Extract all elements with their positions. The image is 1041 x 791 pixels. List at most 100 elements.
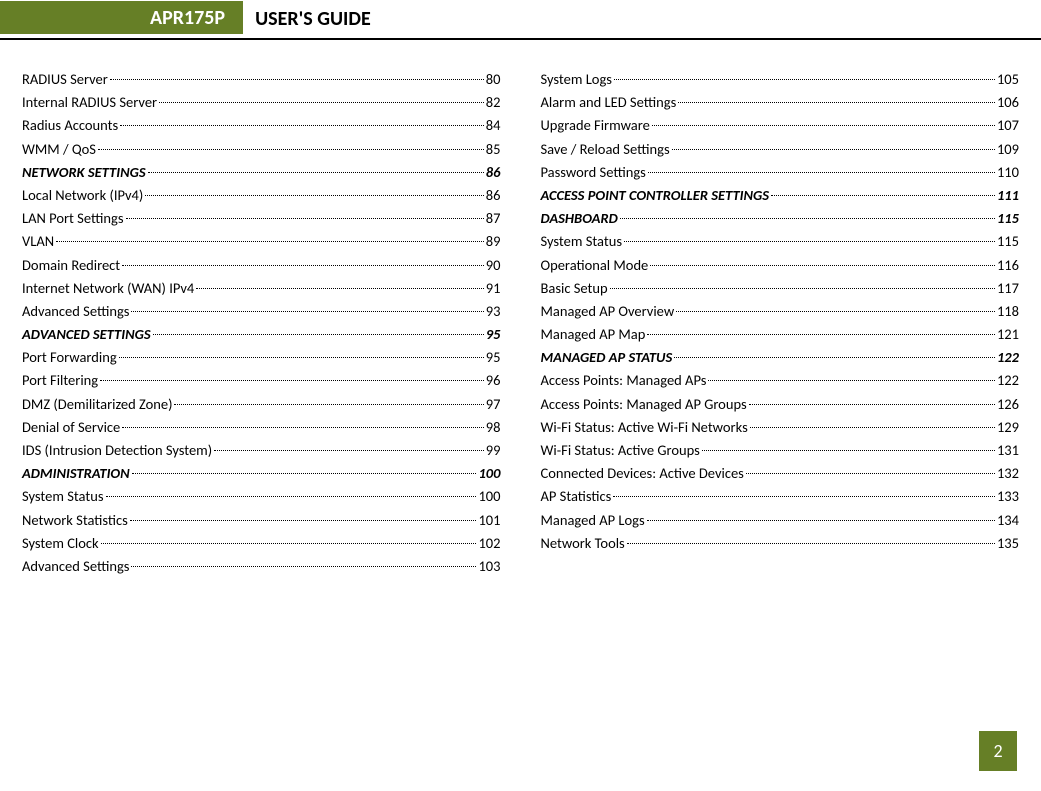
toc-entry[interactable]: System Clock102 bbox=[22, 532, 501, 555]
toc-dots bbox=[100, 380, 484, 381]
toc-page: 99 bbox=[486, 439, 501, 462]
toc-entry[interactable]: Denial of Service98 bbox=[22, 416, 501, 439]
toc-entry[interactable]: Network Tools135 bbox=[541, 532, 1020, 555]
toc-label: Managed AP Overview bbox=[541, 300, 675, 323]
toc-entry[interactable]: Access Points: Managed APs 122 bbox=[541, 369, 1020, 392]
toc-entry[interactable]: AP Statistics133 bbox=[541, 485, 1020, 508]
toc-entry[interactable]: IDS (Intrusion Detection System) 99 bbox=[22, 439, 501, 462]
toc-entry[interactable]: Advanced Settings103 bbox=[22, 555, 501, 578]
toc-dots bbox=[648, 172, 995, 173]
toc-page: 122 bbox=[997, 369, 1019, 392]
toc-page: 87 bbox=[486, 207, 501, 230]
toc-dots bbox=[110, 79, 484, 80]
toc-page: 85 bbox=[486, 138, 501, 161]
toc-entry[interactable]: System Logs105 bbox=[541, 68, 1020, 91]
toc-dots bbox=[120, 125, 484, 126]
toc-label: Connected Devices: Active Devices bbox=[541, 462, 744, 485]
toc-entry[interactable]: Basic Setup117 bbox=[541, 277, 1020, 300]
toc-dots bbox=[672, 149, 995, 150]
toc-entry[interactable]: Advanced Settings 93 bbox=[22, 300, 501, 323]
toc-entry[interactable]: Port Filtering96 bbox=[22, 369, 501, 392]
toc-page: 91 bbox=[486, 277, 501, 300]
document-title: USER'S GUIDE bbox=[255, 7, 371, 31]
toc-dots bbox=[627, 543, 995, 544]
toc-entry[interactable]: Operational Mode116 bbox=[541, 254, 1020, 277]
toc-dots bbox=[122, 427, 484, 428]
toc-entry[interactable]: System Status115 bbox=[541, 230, 1020, 253]
toc-dots bbox=[130, 520, 477, 521]
toc-entry[interactable]: Wi-Fi Status: Active Groups131 bbox=[541, 439, 1020, 462]
toc-label: Denial of Service bbox=[22, 416, 120, 439]
toc-entry[interactable]: Managed AP Map121 bbox=[541, 323, 1020, 346]
toc-entry[interactable]: LAN Port Settings 87 bbox=[22, 207, 501, 230]
toc-entry[interactable]: WMM / QoS 85 bbox=[22, 138, 501, 161]
toc-label: AP Statistics bbox=[541, 485, 612, 508]
toc-label: Internal RADIUS Server bbox=[22, 91, 157, 114]
toc-entry[interactable]: Password Settings110 bbox=[541, 161, 1020, 184]
toc-label: System Status bbox=[541, 230, 623, 253]
toc-entry[interactable]: MANAGED AP STATUS122 bbox=[541, 346, 1020, 369]
toc-label: VLAN bbox=[22, 230, 54, 253]
toc-entry[interactable]: DMZ (Demilitarized Zone)97 bbox=[22, 393, 501, 416]
toc-entry[interactable]: DASHBOARD115 bbox=[541, 207, 1020, 230]
toc-label: ADMINISTRATION bbox=[22, 462, 130, 485]
toc-dots bbox=[676, 311, 995, 312]
toc-page: 89 bbox=[486, 230, 501, 253]
toc-label: Internet Network (WAN) IPv4 bbox=[22, 277, 194, 300]
toc-dots bbox=[106, 496, 477, 497]
toc-label: DASHBOARD bbox=[541, 207, 618, 230]
toc-entry[interactable]: VLAN 89 bbox=[22, 230, 501, 253]
toc-entry[interactable]: Managed AP Logs134 bbox=[541, 509, 1020, 532]
toc-label: DMZ (Demilitarized Zone) bbox=[22, 393, 172, 416]
toc-entry[interactable]: Wi-Fi Status: Active Wi-Fi Networks129 bbox=[541, 416, 1020, 439]
toc-page: 93 bbox=[486, 300, 501, 323]
toc-label: Port Forwarding bbox=[22, 346, 117, 369]
toc-label: Operational Mode bbox=[541, 254, 649, 277]
toc-entry[interactable]: Network Statistics101 bbox=[22, 509, 501, 532]
toc-entry[interactable]: Radius Accounts84 bbox=[22, 114, 501, 137]
toc-entry[interactable]: Domain Redirect90 bbox=[22, 254, 501, 277]
toc-entry[interactable]: ACCESS POINT CONTROLLER SETTINGS111 bbox=[541, 184, 1020, 207]
toc-entry[interactable]: Save / Reload Settings109 bbox=[541, 138, 1020, 161]
toc-label: WMM / QoS bbox=[22, 138, 96, 161]
toc-page: 122 bbox=[997, 346, 1019, 369]
toc-label: LAN Port Settings bbox=[22, 207, 124, 230]
toc-dots bbox=[131, 311, 483, 312]
toc-dots bbox=[771, 195, 995, 196]
toc-label: Advanced Settings bbox=[22, 300, 129, 323]
toc-dots bbox=[159, 102, 484, 103]
toc-entry[interactable]: System Status100 bbox=[22, 485, 501, 508]
toc-entry[interactable]: Local Network (IPv4)86 bbox=[22, 184, 501, 207]
toc-dots bbox=[624, 241, 995, 242]
toc-left-column: RADIUS Server80Internal RADIUS Server82R… bbox=[22, 68, 501, 578]
toc-entry[interactable]: Access Points: Managed AP Groups126 bbox=[541, 393, 1020, 416]
toc-entry[interactable]: Managed AP Overview118 bbox=[541, 300, 1020, 323]
toc-dots bbox=[610, 288, 995, 289]
toc-dots bbox=[750, 427, 995, 428]
toc-entry[interactable]: Internet Network (WAN) IPv4 91 bbox=[22, 277, 501, 300]
toc-entry[interactable]: Port Forwarding95 bbox=[22, 346, 501, 369]
toc-label: Radius Accounts bbox=[22, 114, 118, 137]
toc-entry[interactable]: NETWORK SETTINGS86 bbox=[22, 161, 501, 184]
toc-entry[interactable]: ADMINISTRATION 100 bbox=[22, 462, 501, 485]
toc-label: IDS (Intrusion Detection System) bbox=[22, 439, 212, 462]
toc-dots bbox=[196, 288, 484, 289]
toc-entry[interactable]: RADIUS Server80 bbox=[22, 68, 501, 91]
toc-page: 100 bbox=[478, 462, 500, 485]
toc-page: 105 bbox=[997, 68, 1019, 91]
toc-page: 117 bbox=[997, 277, 1019, 300]
toc-label: Access Points: Managed APs bbox=[541, 369, 707, 392]
toc-label: Managed AP Map bbox=[541, 323, 646, 346]
toc-label: System Status bbox=[22, 485, 104, 508]
toc-entry[interactable]: ADVANCED SETTINGS95 bbox=[22, 323, 501, 346]
toc-dots bbox=[126, 218, 484, 219]
toc-entry[interactable]: Internal RADIUS Server82 bbox=[22, 91, 501, 114]
toc-dots bbox=[647, 520, 995, 521]
toc-dots bbox=[214, 450, 484, 451]
toc-entry[interactable]: Upgrade Firmware107 bbox=[541, 114, 1020, 137]
toc-page: 109 bbox=[997, 138, 1019, 161]
toc-entry[interactable]: Connected Devices: Active Devices132 bbox=[541, 462, 1020, 485]
toc-dots bbox=[749, 404, 995, 405]
toc-entry[interactable]: Alarm and LED Settings106 bbox=[541, 91, 1020, 114]
toc-label: Wi-Fi Status: Active Wi-Fi Networks bbox=[541, 416, 748, 439]
